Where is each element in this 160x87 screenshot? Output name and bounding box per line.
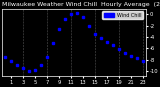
Legend: Wind Chill: Wind Chill — [102, 11, 143, 19]
Text: Milwaukee Weather Wind Chill  Hourly Average  (24 Hours): Milwaukee Weather Wind Chill Hourly Aver… — [2, 2, 160, 7]
